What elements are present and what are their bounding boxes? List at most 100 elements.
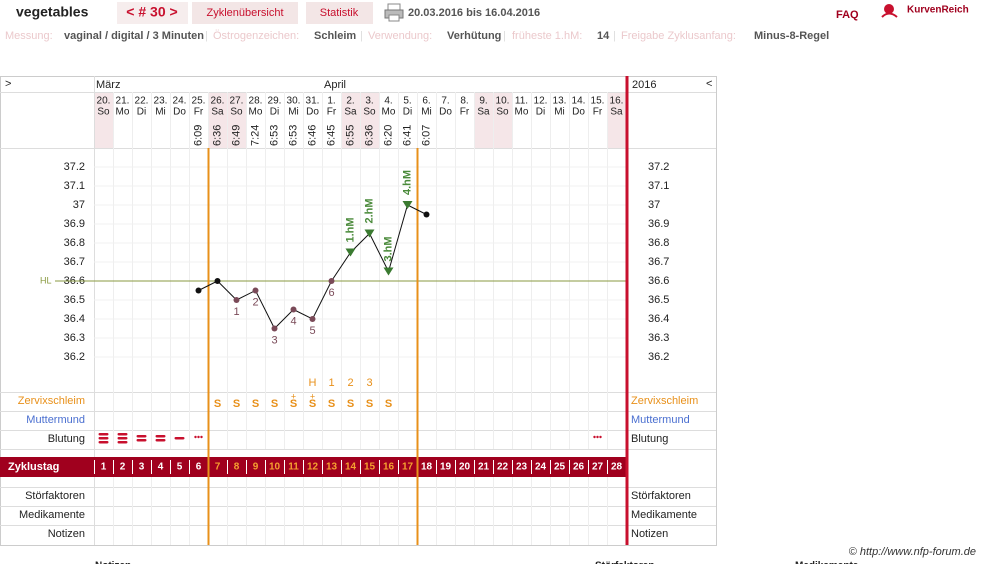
day-date: 4. (384, 96, 392, 107)
cycle-nav[interactable]: < # 30 > (126, 4, 177, 20)
weekend-shade (360, 92, 379, 148)
day-date: 30. (287, 96, 301, 107)
brand[interactable]: KurvenReich (907, 5, 969, 16)
day-date: 2. (346, 96, 354, 107)
y-tick-label: 36.7 (64, 256, 85, 268)
cycle-bar (0, 457, 627, 477)
temperature-point (309, 316, 316, 322)
meta-value: Verhütung (447, 30, 501, 42)
day-date: 23. (154, 96, 168, 107)
meta-row: Messung: vaginal / digital / 3 Minuten Öst… (5, 30, 829, 42)
measure-time: 6:41 (401, 125, 413, 146)
y-tick-label: 36.3 (648, 332, 669, 344)
bleeding-dot (596, 435, 599, 439)
y-tick-label: 36.2 (64, 351, 85, 363)
printer-icon[interactable] (384, 3, 404, 22)
meta-label: Freigabe Zyklusanfang: (621, 30, 736, 42)
cycle-day: 18 (421, 462, 433, 473)
y-tick-label: 37.2 (64, 161, 85, 173)
hm-label: 3.hM (382, 236, 394, 261)
meta-value: 14 (597, 30, 610, 42)
y-tick-label: 37.1 (648, 180, 669, 192)
cycle-day: 1 (101, 462, 107, 473)
cycle-box[interactable] (117, 2, 188, 24)
day-weekday: Mo (382, 107, 396, 118)
day-date: 3. (365, 96, 373, 107)
day-date: 28. (249, 96, 263, 107)
day-date: 6. (422, 96, 430, 107)
day-weekday: So (230, 107, 243, 118)
measure-time: 6:55 (344, 125, 356, 146)
cycle-day: 24 (535, 462, 547, 473)
day-date: 31. (306, 96, 320, 107)
point-label: 5 (309, 325, 315, 337)
day-date: 27. (230, 96, 244, 107)
hl-label: HL (40, 275, 52, 285)
day-date: 8. (460, 96, 468, 107)
footer-heading: Störfaktoren (595, 561, 654, 564)
row-label: Störfaktoren (25, 490, 85, 502)
cycle-day: 22 (497, 462, 509, 473)
cervix-sup: + (310, 391, 315, 401)
weekend-shade (208, 92, 227, 148)
logo-icon (881, 4, 898, 18)
row-label: Störfaktoren (631, 490, 691, 502)
cycle-day: 17 (402, 462, 414, 473)
measure-time: 6:53 (268, 125, 280, 146)
nav-right: < (706, 78, 712, 90)
cycle-day: 2 (120, 462, 126, 473)
day-weekday: Di (403, 107, 412, 118)
y-tick-label: 37 (648, 199, 660, 211)
row-label: Zervixschleim (631, 395, 698, 407)
day-weekday: Sa (610, 107, 623, 118)
temperature-point (271, 325, 278, 332)
temperature-point (328, 278, 335, 284)
cervix-mark: S (385, 398, 392, 410)
y-tick-label: 36.4 (64, 313, 85, 325)
cervix-top: 2 (347, 377, 353, 389)
measure-time: 6:07 (420, 125, 432, 146)
day-date: 7. (441, 96, 449, 107)
measure-time: 6:36 (211, 125, 223, 146)
measure-time: 6:45 (325, 125, 337, 146)
tab-label[interactable]: Statistik (320, 7, 359, 19)
weekend-shade (227, 92, 246, 148)
tab[interactable] (306, 2, 373, 24)
weekend-shade (94, 92, 113, 148)
measure-time: 6:53 (287, 125, 299, 146)
y-tick-label: 36.6 (648, 275, 669, 287)
cycle-day: 19 (440, 462, 452, 473)
cycle-day: 26 (573, 462, 585, 473)
faq-link[interactable]: FAQ (836, 9, 859, 21)
cervix-mark: S (214, 398, 221, 410)
day-weekday: Do (173, 107, 186, 118)
day-date: 12. (534, 96, 548, 107)
cycle-day: 28 (611, 462, 623, 473)
y-tick-label: 36.9 (648, 218, 669, 230)
day-weekday: Sa (477, 107, 490, 118)
footer-heading: Notizen (95, 561, 131, 564)
bleeding-icon (98, 437, 109, 440)
cycle-day: 25 (554, 462, 566, 473)
day-date: 11. (515, 96, 528, 107)
tab-label[interactable]: Zyklenübersicht (206, 7, 283, 19)
tab[interactable] (192, 2, 298, 24)
cycle-day: 14 (345, 462, 357, 473)
hm-label: 4.hM (401, 170, 413, 195)
temperature-point (423, 211, 430, 218)
weekend-shade (341, 92, 360, 148)
point-label: 6 (328, 287, 334, 299)
weekend-shade (474, 92, 493, 148)
y-tick-label: 36.7 (648, 256, 669, 268)
point-label: 4 (290, 315, 296, 327)
date-range: 20.03.2016 bis 16.04.2016 (408, 7, 540, 19)
y-tick-label: 36.9 (64, 218, 85, 230)
cycle-day: 27 (592, 462, 604, 473)
day-weekday: Fr (327, 107, 337, 118)
day-weekday: Di (270, 107, 279, 118)
cycle-day: 23 (516, 462, 528, 473)
copyright: © http://www.nfp-forum.de (849, 546, 976, 558)
point-label: 3 (271, 334, 277, 346)
day-weekday: Fr (194, 107, 204, 118)
